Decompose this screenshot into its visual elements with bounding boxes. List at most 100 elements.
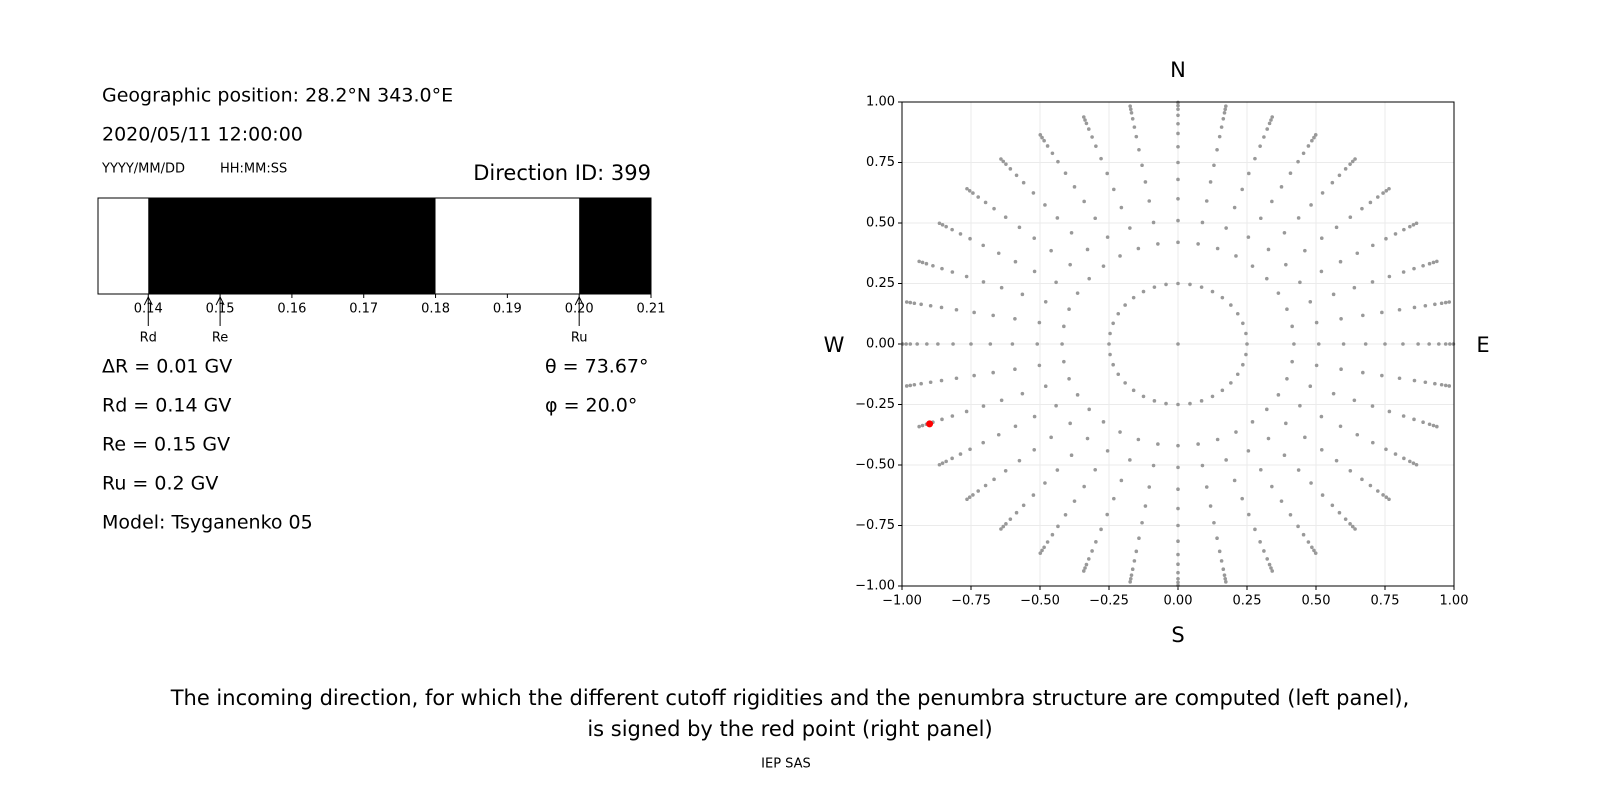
direction-point	[1042, 138, 1046, 143]
direction-point	[1232, 478, 1237, 483]
direction-point	[1313, 133, 1318, 137]
direction-point	[1412, 266, 1416, 271]
direction-point	[950, 456, 954, 461]
x-tick-label: 0.19	[493, 302, 522, 317]
direction-point	[1224, 226, 1228, 230]
direction-point	[1084, 121, 1089, 126]
direction-point	[1343, 517, 1348, 521]
direction-point	[1108, 331, 1112, 336]
x-tick-label: 0.25	[1233, 594, 1262, 609]
direction-point	[992, 206, 996, 211]
direction-point	[1129, 111, 1134, 115]
direction-point	[1319, 447, 1324, 452]
direction-point	[1075, 393, 1080, 397]
direction-point	[1387, 497, 1391, 502]
direction-point	[1176, 107, 1180, 112]
direction-point	[936, 342, 940, 346]
y-tick-label: 0.50	[866, 216, 895, 231]
direction-point	[1309, 481, 1313, 485]
direction-point	[1215, 147, 1219, 152]
direction-point	[1276, 291, 1281, 295]
direction-point	[1276, 393, 1281, 397]
direction-point	[1062, 359, 1066, 364]
y-tick-label: 0.25	[866, 276, 895, 291]
direction-point	[1105, 171, 1110, 176]
direction-point	[950, 227, 954, 232]
direction-point	[976, 195, 981, 199]
direction-point	[904, 342, 908, 346]
direction-point	[1136, 437, 1141, 442]
direction-point	[1176, 177, 1180, 182]
direction-point	[1188, 282, 1192, 287]
direction-point	[1021, 180, 1026, 185]
direction-point	[1331, 292, 1336, 297]
direction-point	[1229, 303, 1233, 307]
direction-point	[972, 310, 976, 315]
y-tick-label: 1.00	[866, 95, 895, 110]
direction-point	[1282, 230, 1287, 235]
direction-point	[1350, 524, 1355, 529]
direction-point	[1056, 524, 1060, 529]
direction-point	[1031, 191, 1036, 195]
direction-point	[1176, 103, 1180, 108]
direction-point	[1141, 394, 1146, 399]
direction-point	[1423, 303, 1428, 308]
direction-point	[925, 342, 929, 346]
direction-point	[1383, 342, 1387, 346]
y-tick-label: −1.00	[855, 579, 895, 594]
direction-point	[944, 224, 948, 229]
direction-point	[1264, 276, 1269, 281]
direction-point	[1448, 342, 1452, 346]
y-tick-label: −0.25	[855, 397, 895, 412]
x-tick-label: 0.18	[421, 302, 450, 317]
direction-point	[1013, 316, 1017, 321]
direction-point	[1042, 545, 1046, 550]
direction-point	[1031, 493, 1036, 497]
direction-point	[1032, 447, 1037, 452]
direction-point	[1085, 247, 1090, 252]
direction-point	[1330, 180, 1335, 185]
direction-point	[1083, 118, 1087, 122]
direction-point	[1131, 295, 1136, 300]
direction-point	[1338, 424, 1343, 429]
direction-point	[900, 342, 905, 346]
angle-text: φ = 20.0°	[545, 395, 637, 417]
compass-label: E	[1476, 333, 1489, 357]
direction-point	[1401, 414, 1406, 418]
direction-point	[1108, 352, 1112, 357]
direction-point	[1235, 311, 1240, 316]
direction-point	[1363, 342, 1368, 346]
direction-point	[1381, 191, 1385, 195]
direction-point	[1258, 144, 1262, 148]
penumbra-segment	[98, 198, 149, 294]
direction-point	[1043, 384, 1048, 389]
direction-point	[981, 440, 985, 445]
direction-point	[1421, 420, 1425, 425]
direction-point	[1208, 180, 1213, 184]
direction-point	[1285, 307, 1289, 312]
marker-label: Ru	[571, 331, 588, 346]
direction-point	[1068, 262, 1072, 267]
direction-point	[904, 300, 909, 304]
direction-point	[1038, 551, 1043, 555]
arrow-head	[143, 295, 153, 306]
direction-point	[1431, 260, 1436, 265]
direction-point	[1147, 485, 1152, 489]
direction-point	[1050, 532, 1055, 537]
direction-point	[1320, 493, 1325, 497]
direction-point	[1288, 513, 1293, 517]
direction-point	[1265, 127, 1270, 131]
direction-point	[1370, 280, 1375, 284]
direction-point	[999, 285, 1004, 290]
direction-point	[1176, 506, 1180, 511]
direction-point	[1284, 262, 1288, 267]
direction-point	[1219, 559, 1224, 563]
direction-point	[1219, 125, 1224, 129]
direction-point	[1301, 151, 1306, 156]
direction-point	[1151, 220, 1156, 225]
x-tick-label: 0.21	[637, 302, 666, 317]
direction-point	[967, 495, 972, 500]
direction-point	[1375, 489, 1380, 493]
direction-point	[1020, 292, 1025, 297]
direction-point	[1032, 236, 1037, 241]
